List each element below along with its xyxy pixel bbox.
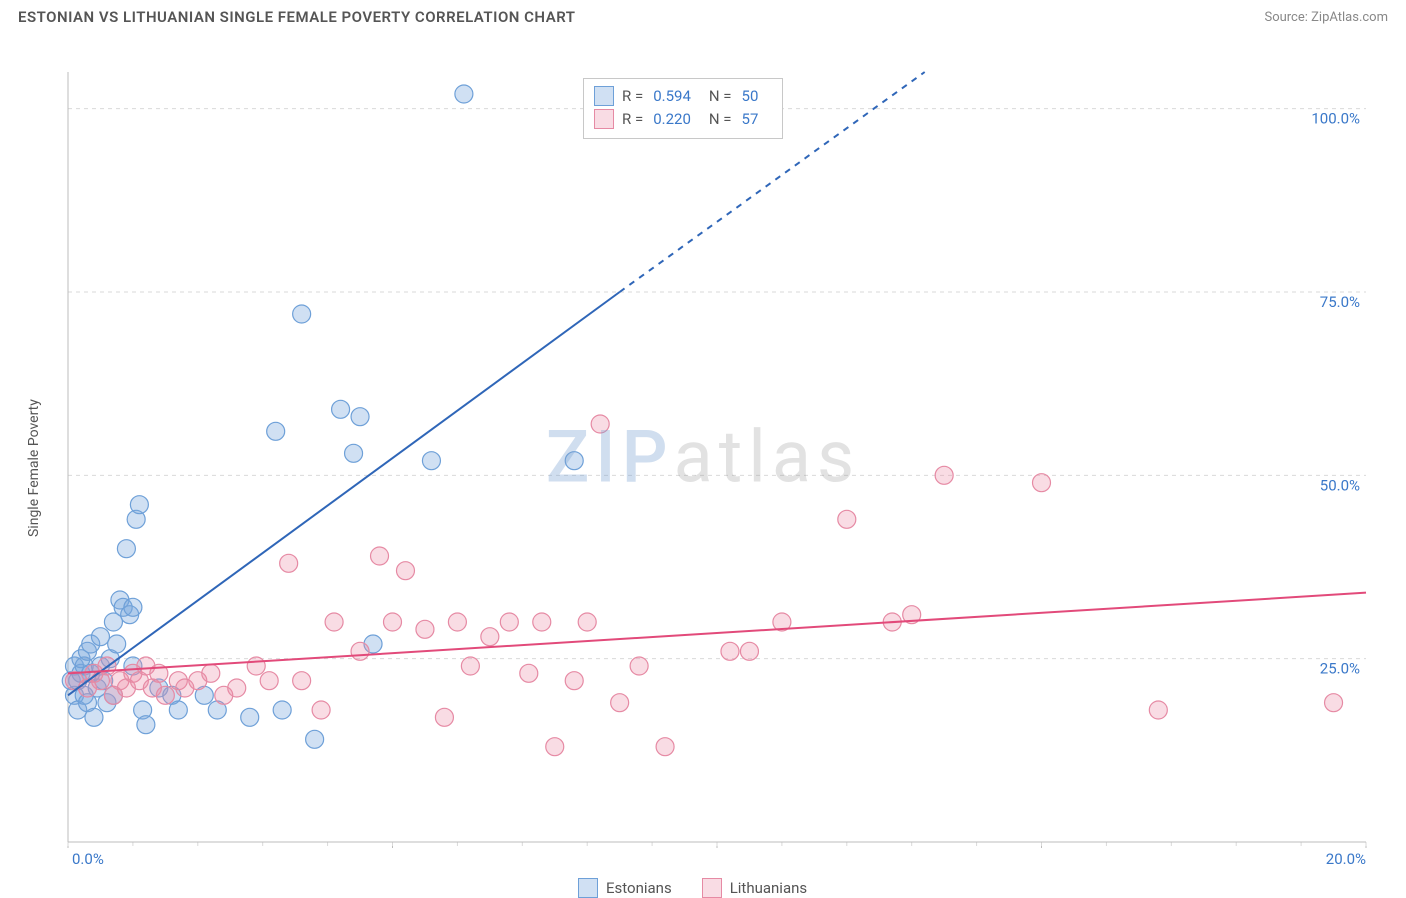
y-axis-title: Single Female Poverty — [26, 399, 42, 537]
chart-container: 25.0% 50.0% 75.0% 100.0% 0.0% 20.0% Single Fe… — [18, 32, 1388, 882]
series-legend: Estonians Lithuanians — [578, 878, 807, 898]
svg-text:25.0%: 25.0% — [1320, 660, 1360, 678]
stats-legend: R =0.594 N =50 R =0.220 N =57 — [583, 78, 783, 139]
source-credit: Source: ZipAtlas.com — [1264, 10, 1388, 25]
svg-text:0.0%: 0.0% — [72, 850, 104, 868]
legend-swatch — [594, 86, 614, 106]
legend-item: Estonians — [578, 878, 672, 898]
svg-text:50.0%: 50.0% — [1320, 476, 1360, 494]
legend-swatch — [578, 878, 598, 898]
stats-row: R =0.594 N =50 — [594, 85, 768, 108]
stats-row: R =0.220 N =57 — [594, 108, 768, 131]
legend-swatch — [702, 878, 722, 898]
legend-swatch — [594, 109, 614, 129]
svg-text:20.0%: 20.0% — [1326, 850, 1366, 868]
scatter-chart: 25.0% 50.0% 75.0% 100.0% 0.0% 20.0% — [18, 32, 1406, 882]
legend-item: Lithuanians — [702, 878, 807, 898]
svg-text:75.0%: 75.0% — [1320, 293, 1360, 311]
chart-title: ESTONIAN VS LITHUANIAN SINGLE FEMALE POV… — [18, 8, 575, 26]
svg-text:100.0%: 100.0% — [1311, 110, 1360, 128]
